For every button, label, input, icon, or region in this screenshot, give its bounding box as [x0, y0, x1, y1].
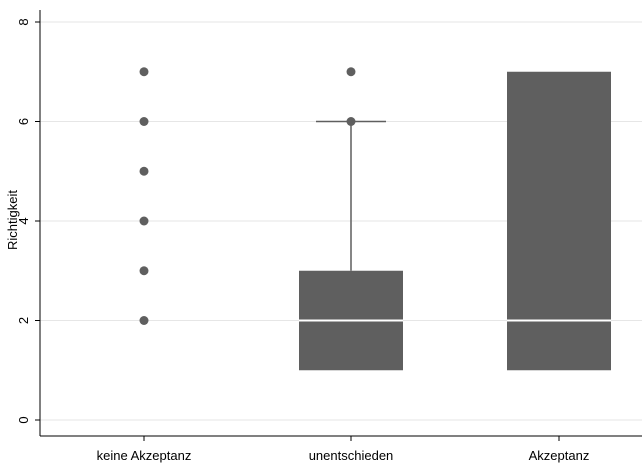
outlier-point: [139, 216, 149, 226]
box-2: [299, 67, 403, 371]
outlier-point: [346, 117, 356, 126]
y-tick-label-2: 2: [16, 317, 31, 324]
outlier-point: [346, 67, 356, 77]
box-1: [139, 67, 149, 325]
outlier-point: [139, 166, 149, 176]
outlier-point: [139, 67, 149, 77]
x-tick-label-1: keine Akzeptanz: [97, 448, 192, 463]
box-3: [507, 71, 611, 371]
y-axis-title: Richtigkeit: [5, 190, 20, 250]
x-axis-labels: keine Akzeptanz unentschieden Akzeptanz: [97, 436, 590, 463]
outlier-point: [139, 117, 149, 126]
axes: [39, 10, 642, 437]
y-tick-label-8: 8: [16, 18, 31, 25]
x-tick-label-3: Akzeptanz: [529, 448, 590, 463]
outlier-point: [139, 266, 149, 276]
box-iqr: [507, 71, 611, 371]
x-tick-label-2: unentschieden: [309, 448, 394, 463]
y-tick-label-0: 0: [16, 416, 31, 423]
y-tick-label-6: 6: [16, 118, 31, 125]
collapsed-box-point: [139, 316, 149, 325]
y-axis-ticks: 0 2 4 6 8: [16, 18, 40, 424]
box-plot-marks: [139, 67, 611, 371]
y-tick-label-4: 4: [16, 217, 31, 224]
